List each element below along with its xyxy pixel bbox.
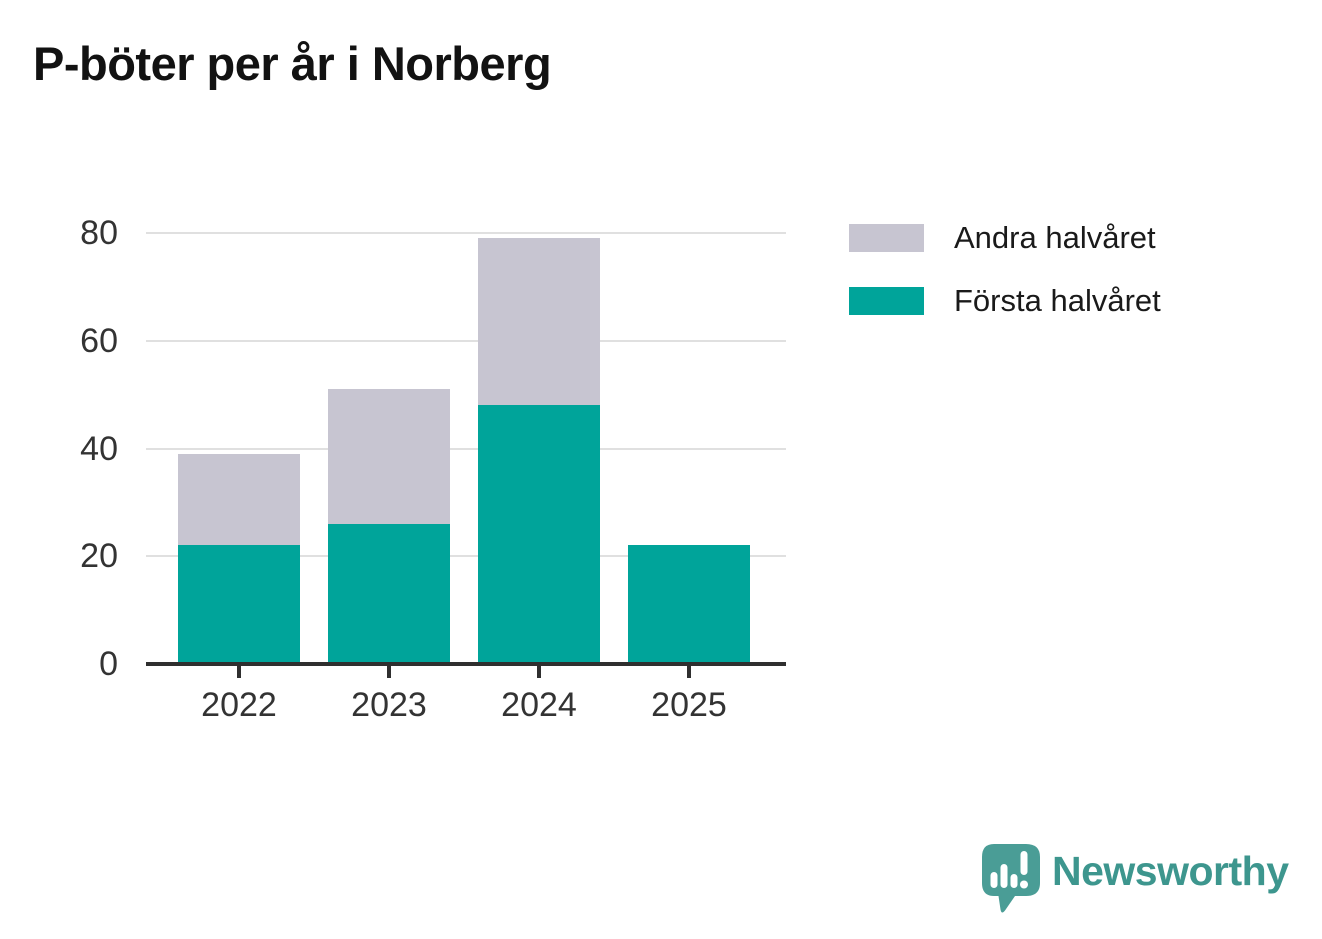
legend-label-andra-halvaret: Andra halvåret (954, 220, 1156, 255)
gridline-80 (146, 232, 786, 234)
bar-2023-andra-halv-ret (328, 389, 450, 524)
y-tick-label-0: 0 (99, 645, 118, 683)
chart-title: P-böter per år i Norberg (33, 37, 552, 90)
bar-2022-f-rsta-halv-ret (178, 545, 300, 664)
x-tick-label-2022: 2022 (201, 686, 277, 724)
x-tick-2023 (387, 666, 391, 678)
legend-item-andra-halvaret: Andra halvåret (849, 220, 1161, 256)
bar-2023-f-rsta-halv-ret (328, 523, 450, 664)
bar-2024-andra-halv-ret (478, 238, 600, 406)
bar-2025-f-rsta-halv-ret (628, 545, 750, 664)
y-tick-label-60: 60 (80, 321, 118, 360)
x-tick-2024 (537, 666, 541, 678)
y-tick-label-20: 20 (80, 537, 118, 576)
legend-swatch-andra-halvaret (849, 224, 924, 252)
y-tick-label-80: 80 (80, 214, 118, 252)
y-tick-label-40: 40 (80, 429, 118, 468)
x-axis-line (146, 662, 786, 666)
legend: Andra halvåret Första halvåret (849, 220, 1161, 346)
x-tick-label-2024: 2024 (501, 686, 577, 724)
x-tick-2025 (687, 666, 691, 678)
x-tick-2022 (237, 666, 241, 678)
gridline-40 (146, 447, 786, 450)
x-tick-label-2025: 2025 (651, 686, 727, 724)
legend-item-forsta-halvaret: Första halvåret (849, 283, 1161, 319)
bar-2024-f-rsta-halv-ret (478, 405, 600, 664)
legend-swatch-forsta-halvaret (849, 287, 924, 315)
newsworthy-wordmark: Newsworthy (1052, 848, 1289, 894)
legend-label-forsta-halvaret: Första halvåret (954, 283, 1161, 318)
x-tick-label-2023: 2023 (351, 686, 427, 724)
bar-2022-andra-halv-ret (178, 453, 300, 546)
plot-area: 0 20 40 60 80 2022 2023 2024 2025 (80, 214, 786, 724)
newsworthy-logo-icon (982, 844, 1040, 913)
gridline-20 (146, 555, 786, 558)
gridline-60 (146, 339, 786, 342)
newsworthy-branding: Newsworthy (980, 842, 1289, 916)
